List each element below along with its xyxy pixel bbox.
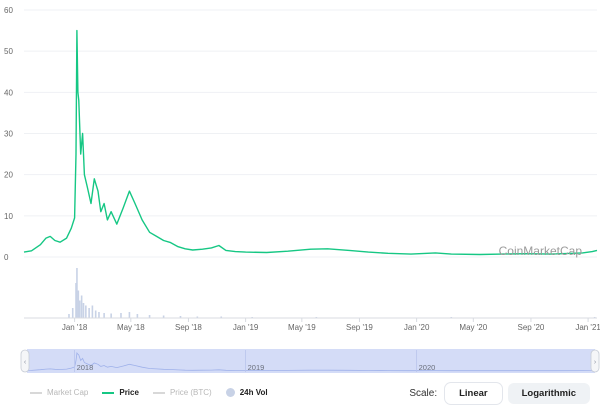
volume-bar xyxy=(68,314,70,318)
line-swatch-icon xyxy=(30,391,42,394)
legend-label: Price xyxy=(119,388,139,397)
legend-label: Price (BTC) xyxy=(169,388,212,397)
volume-bar xyxy=(128,312,131,318)
line-swatch-icon xyxy=(102,391,115,394)
chart-grid xyxy=(24,9,597,258)
price-line xyxy=(23,29,598,256)
legend-price[interactable]: Price xyxy=(102,388,139,397)
y-tick-label: 0 xyxy=(4,253,9,262)
x-tick-label: Sep '18 xyxy=(175,323,202,332)
volume-bar xyxy=(77,290,80,318)
volume-bar xyxy=(80,295,83,318)
navigator-year-label: 2020 xyxy=(419,363,436,372)
volume-bar xyxy=(136,314,139,318)
y-tick-label: 50 xyxy=(4,47,13,56)
x-tick-label: May '20 xyxy=(459,323,487,332)
volume-bar xyxy=(196,316,199,318)
volume-bar xyxy=(220,316,223,318)
y-tick-label: 20 xyxy=(4,171,13,180)
volume-bar xyxy=(76,268,78,318)
legend-market-cap[interactable]: Market Cap xyxy=(30,388,88,397)
y-tick-label: 60 xyxy=(4,6,13,15)
scale-logarithmic-button[interactable]: Logarithmic xyxy=(507,383,590,404)
volume-bar xyxy=(179,316,182,318)
y-tick-label: 30 xyxy=(4,130,13,139)
x-tick-label: Sep '20 xyxy=(517,323,544,332)
watermark-text: CoinMarketCap xyxy=(499,244,583,258)
volume-bar xyxy=(78,300,81,318)
legend-label: 24h Vol xyxy=(239,388,268,397)
volume-bar xyxy=(110,313,112,318)
volume-bar xyxy=(103,313,105,318)
volume-bar xyxy=(75,283,77,318)
dot-swatch-icon xyxy=(225,388,235,397)
volume-bar xyxy=(85,305,87,318)
volume-bars xyxy=(68,268,596,318)
navigator-year-label: 2018 xyxy=(77,363,94,372)
chevron-left-icon: ‹ xyxy=(24,359,27,366)
chart-legend: Market Cap Price Price (BTC) 24h Vol xyxy=(30,388,268,397)
volume-bar xyxy=(98,312,100,318)
y-axis: 0 10 20 30 40 50 60 xyxy=(4,6,13,262)
legend-label: Market Cap xyxy=(47,388,89,397)
x-tick-label: Jan '20 xyxy=(404,323,430,332)
volume-bar xyxy=(88,308,90,318)
volume-bar xyxy=(82,303,85,318)
range-navigator[interactable]: 2018 2019 2020 ‹ › xyxy=(20,349,600,373)
line-swatch-icon xyxy=(152,391,165,394)
scale-linear-button[interactable]: Linear xyxy=(445,383,502,404)
legend-price-btc[interactable]: Price (BTC) xyxy=(152,388,212,397)
x-tick-label: Jan '21 xyxy=(575,323,600,332)
volume-bar xyxy=(162,315,165,318)
x-tick-label: May '18 xyxy=(117,323,145,332)
volume-bar xyxy=(94,310,97,318)
navigator-right-handle[interactable]: › xyxy=(590,349,600,373)
volume-bar xyxy=(91,305,94,318)
volume-bar xyxy=(71,308,74,318)
y-tick-label: 40 xyxy=(4,88,13,97)
navigator-series-line xyxy=(23,352,598,372)
scale-switcher: Scale: Linear Logarithmic xyxy=(409,383,590,404)
x-tick-label: Sep '19 xyxy=(346,323,373,332)
volume-bar xyxy=(148,315,151,318)
y-tick-label: 10 xyxy=(4,212,13,221)
navigator-year-label: 2019 xyxy=(248,363,265,372)
navigator-range[interactable] xyxy=(27,349,595,373)
volume-bar xyxy=(120,313,122,318)
x-tick-label: Jan '18 xyxy=(62,323,88,332)
scale-label: Scale: xyxy=(409,388,438,399)
x-tick-label: May '19 xyxy=(288,323,316,332)
x-axis: Jan '18 May '18 Sep '18 Jan '19 May '19 Sep '… xyxy=(24,317,600,332)
x-tick-label: Jan '19 xyxy=(233,323,259,332)
navigator-left-handle[interactable]: ‹ xyxy=(20,349,30,373)
chevron-right-icon: › xyxy=(594,359,597,366)
legend-volume[interactable]: 24h Vol xyxy=(225,388,268,397)
